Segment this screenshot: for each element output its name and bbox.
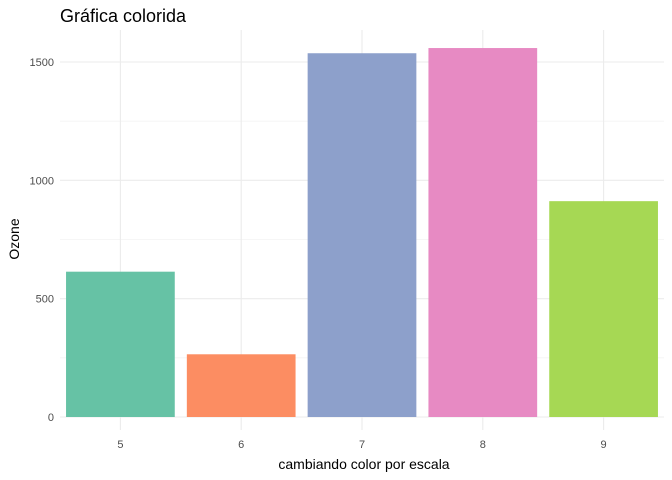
y-axis-title: Ozone [6,218,22,259]
bar-8 [428,48,538,417]
x-axis-ticks: 5 6 7 8 9 [117,439,606,451]
bar-5 [66,271,175,417]
y-tick-label: 0 [48,412,54,424]
bar-6 [186,354,296,417]
y-axis-ticks: 0 500 1000 1500 [30,57,54,424]
x-tick-label: 9 [601,439,607,451]
x-tick-label: 7 [359,439,365,451]
x-tick-label: 5 [117,439,123,451]
bar-9 [549,201,658,417]
x-tick-label: 8 [480,439,486,451]
x-tick-label: 6 [238,439,244,451]
bar-7 [307,53,417,417]
x-axis-title: cambiando color por escala [278,456,449,472]
bars [66,48,658,417]
chart-title: Gráfica colorida [60,6,187,26]
y-tick-label: 500 [36,294,54,306]
y-tick-label: 1000 [30,175,54,187]
y-tick-label: 1500 [30,57,54,69]
